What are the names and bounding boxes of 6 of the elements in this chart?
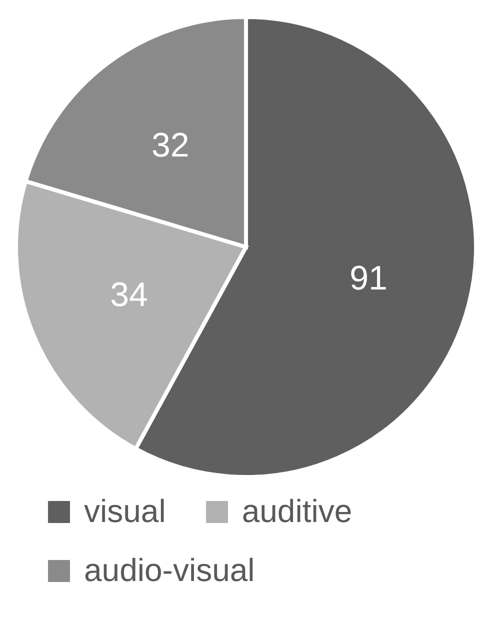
data-label: 34 [110,276,148,314]
legend-label: audio-visual [84,552,255,589]
legend-label: auditive [242,493,352,530]
legend-label: visual [84,493,166,530]
data-label: 32 [152,126,190,165]
data-label: 91 [350,259,388,298]
